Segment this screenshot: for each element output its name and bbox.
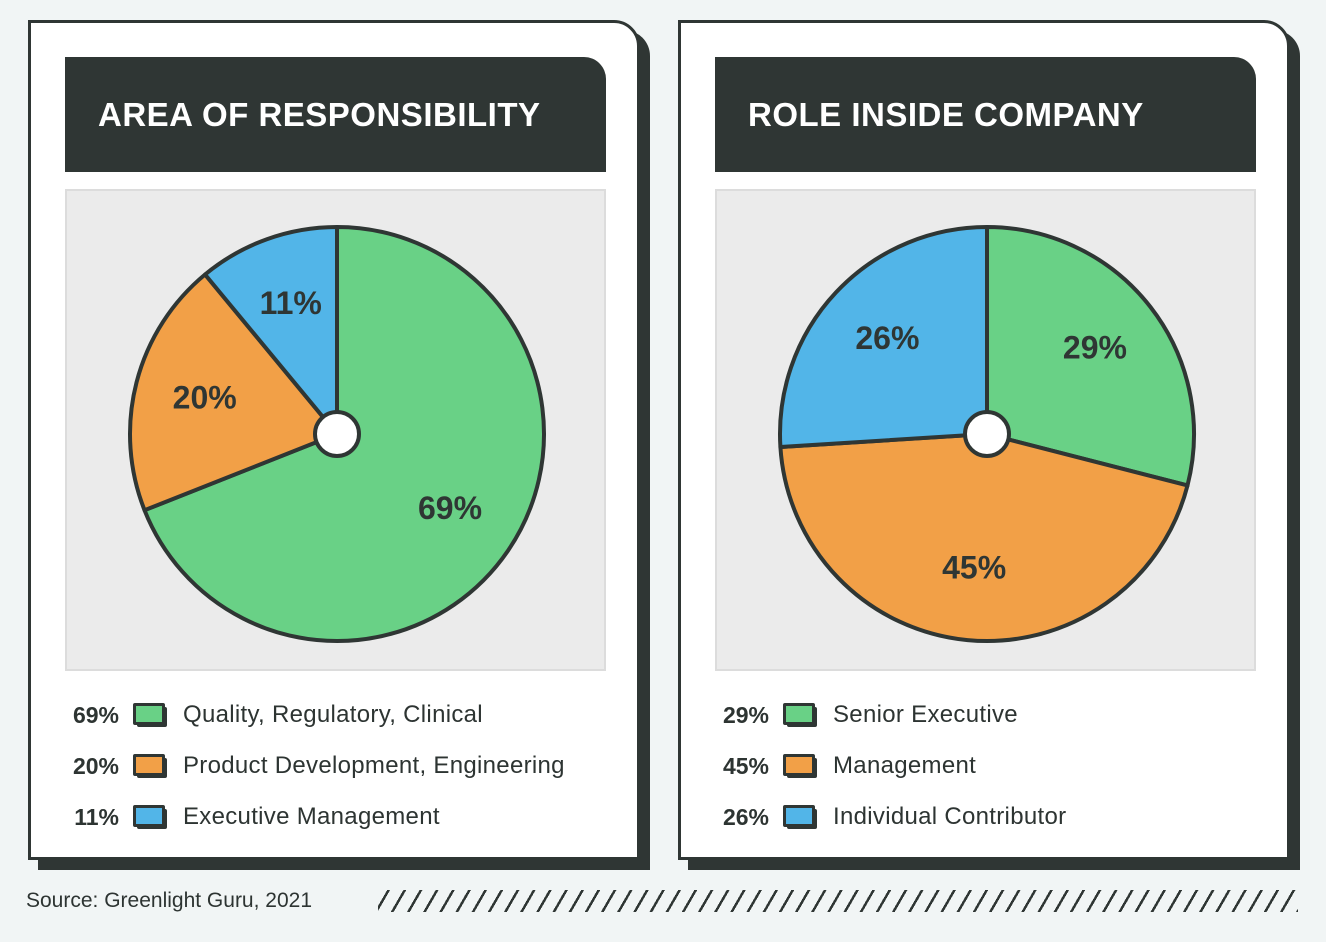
panel-role-inside-company: ROLE INSIDE COMPANY 29% 45% 26% 29% Senior… [678,20,1290,860]
legend-item: 26% Individual Contributor [715,799,1066,835]
source-note: Source: Greenlight Guru, 2021 [26,889,313,912]
legend-percent: 69% [72,701,119,728]
legend-label: Management [833,752,977,779]
chart-area: 69% 20% 11% [65,189,606,671]
pie-slice [985,225,1196,488]
legend-swatch [133,754,169,778]
pie-center-hub [313,410,361,458]
panel-header: ROLE INSIDE COMPANY [715,57,1256,172]
legend-item: 20% Product Development, Engineering [65,748,565,784]
legend-percent: 26% [722,803,769,830]
legend-percent: 11% [74,803,119,830]
panel-area-of-responsibility: AREA OF RESPONSIBILITY 69% 20% 11% 69% Qua… [28,20,640,860]
legend-label: Product Development, Engineering [183,752,565,779]
pie-slice-label: 20% [173,379,237,415]
pie-slice [203,225,339,436]
legend-percent: 29% [722,701,769,728]
legend-percent: 20% [72,752,119,779]
chart-area: 29% 45% 26% [715,189,1256,671]
panel-title: ROLE INSIDE COMPANY [748,95,1144,133]
panel-header: AREA OF RESPONSIBILITY [65,57,606,172]
pie-slice-label: 45% [942,549,1006,585]
pie-slice [778,225,989,449]
legend-item: 45% Management [715,748,976,784]
pie-center-hub [963,410,1011,458]
pie-slice-label: 26% [855,320,919,356]
legend-swatch [783,754,819,778]
legend-percent: 45% [722,752,769,779]
pie-slice [128,272,339,513]
hatch-divider [378,890,1298,912]
pie-slice [778,432,1190,643]
legend-swatch [133,703,169,727]
legend-swatch [783,805,819,829]
legend-swatch [133,805,169,829]
legend-item: 29% Senior Executive [715,697,1018,733]
pie-chart-role: 29% 45% 26% [778,225,1196,643]
legend-label: Executive Management [183,803,440,830]
legend-swatch [783,703,819,727]
pie-slice-label: 29% [1063,330,1127,366]
legend-item: 69% Quality, Regulatory, Clinical [65,697,483,733]
pie-slice-label: 69% [418,490,482,526]
panel-title: AREA OF RESPONSIBILITY [98,95,541,133]
footer: Source: Greenlight Guru, 2021 [26,884,312,918]
legend-label: Senior Executive [833,701,1018,728]
legend-label: Individual Contributor [833,803,1067,830]
legend-label: Quality, Regulatory, Clinical [183,701,483,728]
pie-chart-responsibility: 69% 20% 11% [128,225,546,643]
pie-slice-label: 11% [260,285,322,321]
legend-item: 11% Executive Management [65,799,440,835]
